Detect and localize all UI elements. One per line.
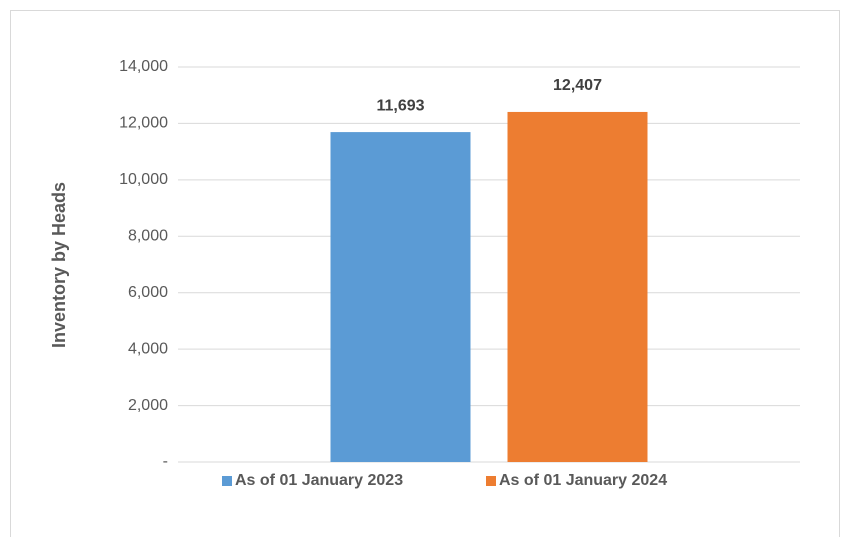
data-label: 11,693 [376, 97, 424, 114]
y-tick-label: 12,000 [119, 115, 168, 132]
y-tick-label: 8,000 [128, 228, 168, 245]
y-tick-label: - [163, 453, 168, 470]
bar [330, 132, 471, 462]
y-tick-label: 14,000 [119, 58, 168, 75]
legend-label: As of 01 January 2024 [499, 472, 667, 489]
bar [507, 111, 648, 462]
y-tick-label: 2,000 [128, 397, 168, 414]
legend-swatch [486, 476, 496, 486]
y-tick-label: 6,000 [128, 284, 168, 301]
data-label: 12,407 [553, 77, 602, 94]
y-tick-label: 4,000 [128, 340, 168, 357]
legend-label: As of 01 January 2023 [235, 472, 403, 489]
y-axis-label: Inventory by Heads [49, 182, 69, 348]
legend-swatch [222, 476, 232, 486]
y-tick-label: 10,000 [119, 171, 168, 188]
